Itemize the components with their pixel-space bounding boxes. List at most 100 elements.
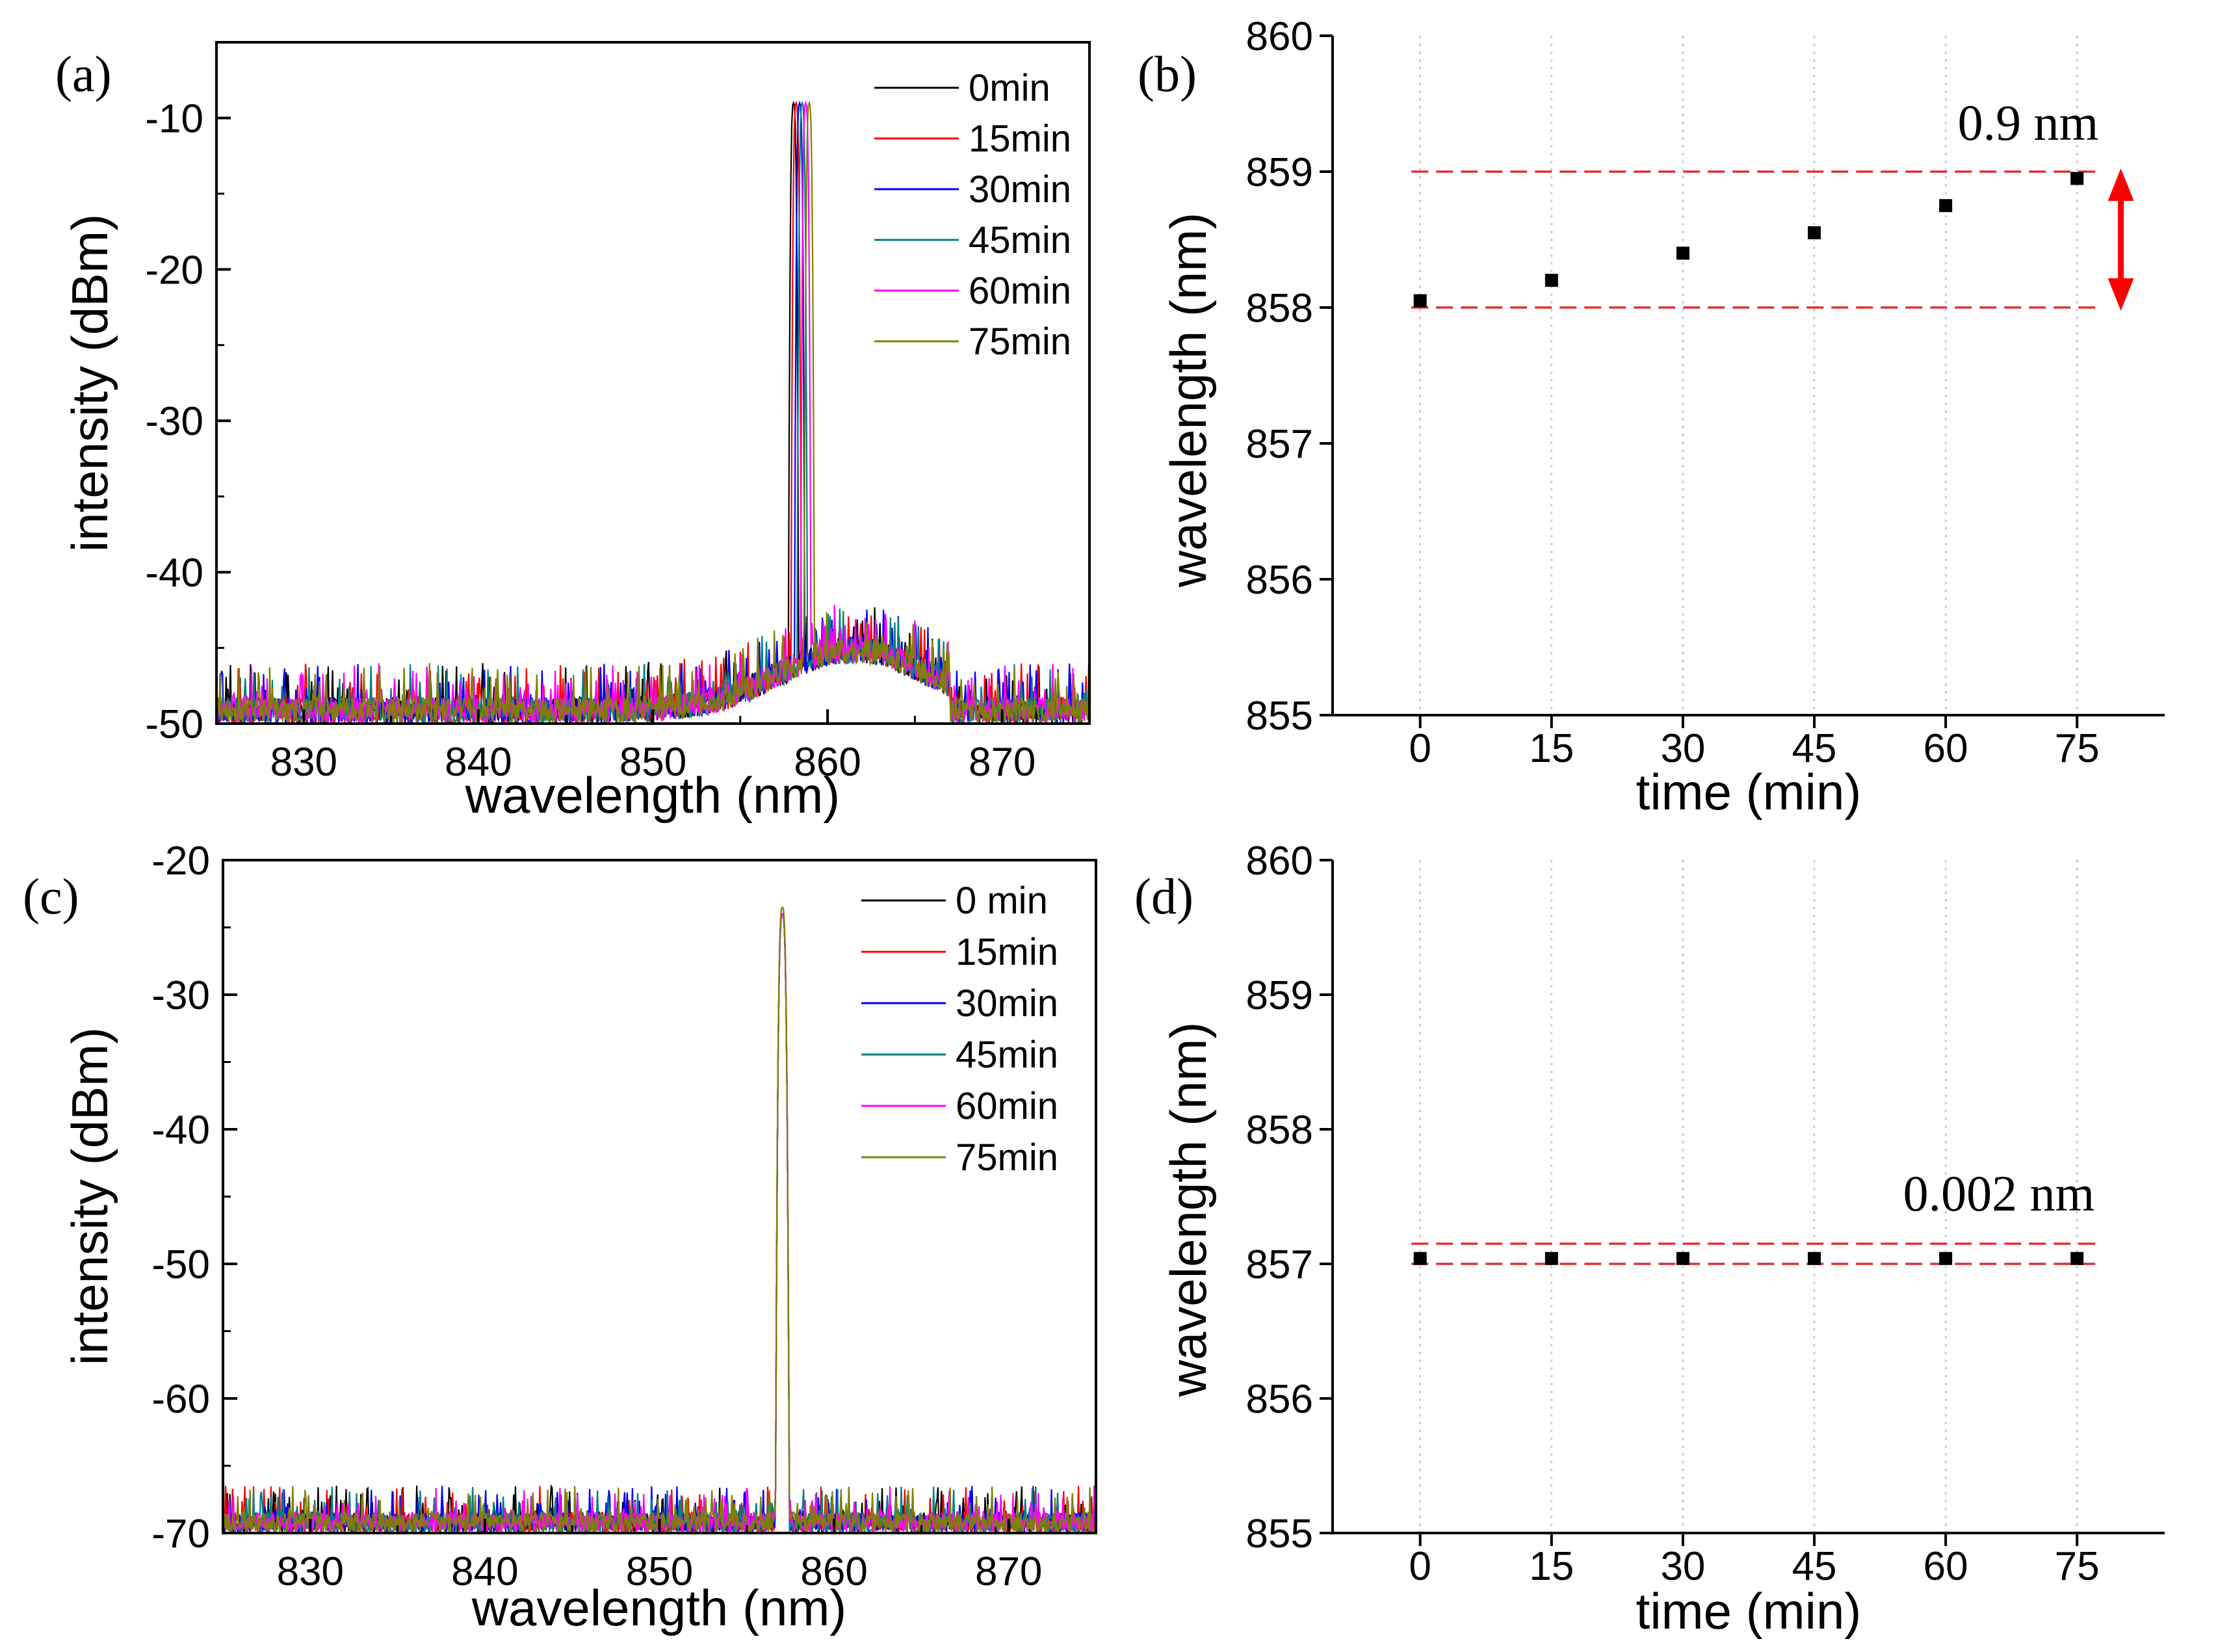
y-axis-label: wavelength (nm) xyxy=(1160,213,1217,588)
x-tick-label: 840 xyxy=(451,1549,518,1594)
legend-label: 0 min xyxy=(956,880,1048,922)
data-point xyxy=(1676,246,1689,260)
panel-label-b: (b) xyxy=(1138,46,1197,102)
data-point xyxy=(1676,1252,1689,1265)
y-tick-label: 860 xyxy=(1246,14,1313,59)
reference-lines xyxy=(1411,170,2099,309)
x-tick-label: 60 xyxy=(1923,726,1968,771)
x-tick-label: 870 xyxy=(975,1549,1042,1594)
legend-label: 60min xyxy=(956,1085,1058,1127)
y-tick-label: 859 xyxy=(1246,973,1313,1018)
y-tick-label: 859 xyxy=(1246,150,1313,195)
data-point xyxy=(2070,172,2084,185)
legend-label: 45min xyxy=(969,219,1071,261)
x-tick-label: 45 xyxy=(1792,1544,1837,1589)
arrow-head-down xyxy=(2107,278,2134,311)
data-point xyxy=(1413,1252,1427,1265)
x-tick-label: 75 xyxy=(2055,726,2100,771)
y-tick-label: -70 xyxy=(151,1512,210,1556)
y-tick-label: -10 xyxy=(145,96,203,141)
axes: 830 840 850 860 870 -50 -40 -30 -20 -10 xyxy=(145,41,1091,785)
x-tick-label: 15 xyxy=(1529,726,1574,771)
data-point xyxy=(1413,294,1427,308)
y-tick-label: 858 xyxy=(1246,1108,1313,1153)
panel-label-d: (d) xyxy=(1134,868,1193,924)
panel-label-c: (c) xyxy=(23,868,79,924)
panel-c-spectrum: 830 840 850 860 870 -70 -60 -50 -40 -30 -20 wavele… xyxy=(61,839,1097,1636)
y-tick-label: -30 xyxy=(145,399,203,444)
x-tick-label: 860 xyxy=(800,1549,867,1594)
legend: 0 min 15min 30min 45min 60min 75min xyxy=(861,880,1058,1179)
legend-label: 30min xyxy=(969,168,1071,211)
x-tick-label: 0 xyxy=(1409,726,1431,771)
legend-label: 0min xyxy=(969,67,1050,109)
y-tick-label: 860 xyxy=(1246,839,1313,884)
x-tick-label: 75 xyxy=(2055,1544,2100,1589)
y-tick-label: -20 xyxy=(145,248,203,293)
data-point xyxy=(1939,199,1953,213)
x-axis-label: time (min) xyxy=(1636,1582,1862,1640)
y-axis-label: wavelength (nm) xyxy=(1160,1022,1217,1398)
x-tick-label: 850 xyxy=(626,1549,693,1594)
data-point xyxy=(1545,274,1558,287)
panel-d-wavelength-stability: 0 15 30 45 60 75 855 856 857 858 859 860 time (min)… xyxy=(1160,839,2165,1640)
data-point xyxy=(1545,1252,1558,1265)
data-point xyxy=(1808,226,1821,240)
y-tick-label: -40 xyxy=(151,1108,210,1153)
panel-a-spectrum: 830 840 850 860 870 -50 -40 -30 -20 -10 wavelengt… xyxy=(61,41,1091,824)
double-arrow xyxy=(2107,168,2134,311)
y-tick-label: -40 xyxy=(145,551,203,596)
data-point xyxy=(1808,1252,1821,1265)
y-tick-label: 857 xyxy=(1246,422,1313,467)
reference-lines xyxy=(1411,1242,2099,1265)
x-axis-label: wavelength (nm) xyxy=(465,767,841,824)
y-axis-label: intensity (dBm) xyxy=(61,1027,118,1365)
x-tick-label: 850 xyxy=(619,740,686,785)
legend-label: 15min xyxy=(969,118,1071,160)
annotation-range: 0.9 nm xyxy=(1958,94,2099,151)
y-tick-label: 855 xyxy=(1246,1512,1313,1556)
x-tick-label: 15 xyxy=(1529,1544,1574,1589)
y-tick-label: -50 xyxy=(151,1242,210,1287)
legend-label: 75min xyxy=(969,321,1071,363)
x-tick-label: 30 xyxy=(1660,1544,1705,1589)
y-tick-label: -20 xyxy=(151,839,210,884)
grid xyxy=(1419,860,2078,1533)
legend-label: 75min xyxy=(956,1136,1058,1179)
x-tick-label: 830 xyxy=(277,1549,344,1594)
arrow-head-up xyxy=(2107,168,2134,201)
legend-label: 60min xyxy=(969,270,1071,312)
y-tick-label: 858 xyxy=(1246,286,1313,331)
y-tick-label: -60 xyxy=(151,1377,210,1422)
axes: 0 15 30 45 60 75 855 856 857 858 859 860 xyxy=(1246,14,2165,771)
annotation-range: 0.002 nm xyxy=(1903,1165,2095,1222)
x-tick-label: 830 xyxy=(270,740,337,785)
panel-b-wavelength-drift: 0 15 30 45 60 75 855 856 857 858 859 860 time (min)… xyxy=(1160,14,2165,820)
axes: 830 840 850 860 870 -70 -60 -50 -40 -30 -20 xyxy=(151,839,1097,1594)
y-tick-label: -50 xyxy=(145,702,203,747)
x-axis-label: time (min) xyxy=(1636,763,1862,820)
x-tick-label: 60 xyxy=(1923,1544,1968,1589)
data-points xyxy=(1413,172,2084,308)
data-points xyxy=(1413,1252,2084,1265)
axes: 0 15 30 45 60 75 855 856 857 858 859 860 xyxy=(1246,839,2165,1589)
x-tick-label: 840 xyxy=(445,740,512,785)
x-tick-label: 870 xyxy=(969,740,1036,785)
data-point xyxy=(2070,1252,2084,1265)
y-axis-label: intensity (dBm) xyxy=(61,214,118,552)
y-tick-label: 856 xyxy=(1246,558,1313,603)
x-tick-label: 45 xyxy=(1792,726,1837,771)
y-tick-label: 855 xyxy=(1246,694,1313,739)
legend: 0min 15min 30min 45min 60min 75min xyxy=(874,67,1071,363)
panel-label-a: (a) xyxy=(55,46,112,102)
x-tick-label: 30 xyxy=(1660,726,1705,771)
x-tick-label: 860 xyxy=(794,740,861,785)
x-tick-label: 0 xyxy=(1409,1544,1431,1589)
y-tick-label: 857 xyxy=(1246,1242,1313,1287)
y-tick-label: 856 xyxy=(1246,1377,1313,1422)
legend-label: 15min xyxy=(956,931,1058,973)
legend-label: 30min xyxy=(956,982,1058,1025)
legend-label: 45min xyxy=(956,1034,1058,1076)
